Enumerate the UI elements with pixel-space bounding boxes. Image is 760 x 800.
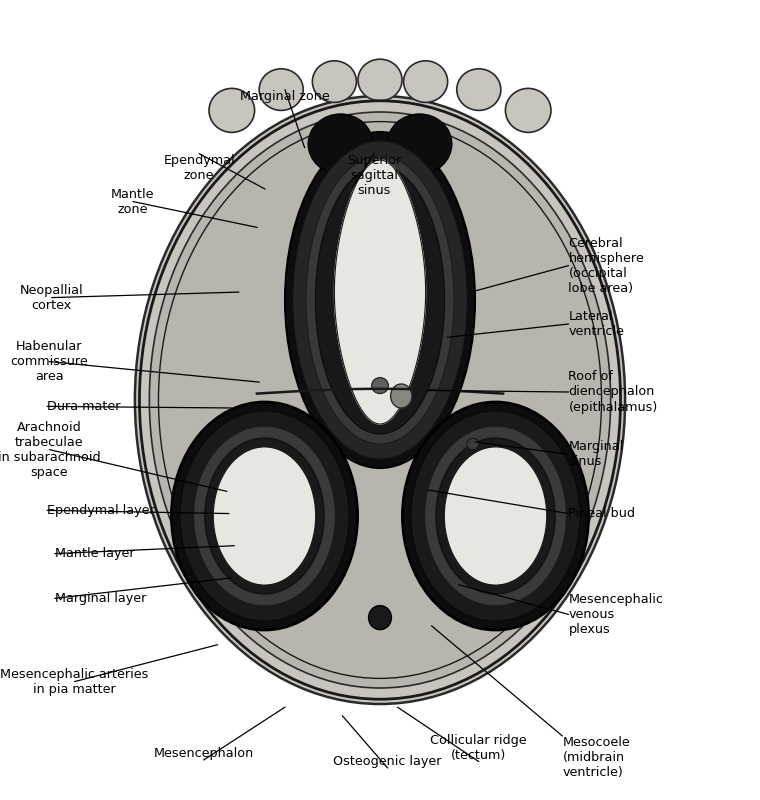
Text: Marginal layer: Marginal layer — [55, 592, 146, 605]
Text: Habenular
commissure
area: Habenular commissure area — [11, 340, 88, 383]
Ellipse shape — [436, 438, 555, 594]
Polygon shape — [334, 160, 426, 424]
Ellipse shape — [209, 88, 255, 133]
Text: Collicular ridge
(tectum): Collicular ridge (tectum) — [430, 734, 527, 762]
Text: Pineal bud: Pineal bud — [568, 507, 635, 520]
Text: Ependymal
zone: Ependymal zone — [163, 154, 235, 182]
Text: Roof of
diencephalon
(epithalamus): Roof of diencephalon (epithalamus) — [568, 370, 657, 414]
Ellipse shape — [505, 88, 551, 133]
Text: Marginal
sinus: Marginal sinus — [568, 440, 624, 468]
Ellipse shape — [358, 59, 402, 101]
Ellipse shape — [457, 69, 501, 110]
Text: Dura mater: Dura mater — [47, 400, 121, 413]
Text: Cerebral
hemisphere
(occipital
lobe area): Cerebral hemisphere (occipital lobe area… — [568, 237, 644, 294]
Ellipse shape — [266, 376, 494, 448]
Ellipse shape — [444, 446, 547, 586]
Ellipse shape — [404, 61, 448, 102]
Ellipse shape — [391, 384, 412, 408]
Ellipse shape — [424, 426, 567, 606]
Ellipse shape — [135, 96, 625, 704]
Text: Mantle layer: Mantle layer — [55, 547, 135, 560]
Ellipse shape — [467, 438, 479, 450]
Text: Mesencephalic arteries
in pia matter: Mesencephalic arteries in pia matter — [0, 667, 149, 695]
Text: Neopallial
cortex: Neopallial cortex — [20, 284, 84, 312]
Ellipse shape — [193, 426, 335, 606]
Text: Mantle
zone: Mantle zone — [111, 188, 155, 215]
Text: Mesencephalon: Mesencephalon — [154, 747, 254, 760]
Text: Mesencephalic
venous
plexus: Mesencephalic venous plexus — [568, 593, 663, 636]
Ellipse shape — [285, 132, 475, 468]
Ellipse shape — [403, 402, 588, 630]
Ellipse shape — [315, 166, 445, 434]
Text: Ependymal layer: Ependymal layer — [47, 504, 155, 517]
Text: Arachnoid
trabeculae
in subarachnoid
space: Arachnoid trabeculae in subarachnoid spa… — [0, 421, 101, 478]
Text: Osteogenic layer: Osteogenic layer — [334, 755, 442, 768]
Ellipse shape — [312, 61, 356, 102]
Text: Marginal zone: Marginal zone — [240, 90, 330, 102]
Text: Lateral
ventricle: Lateral ventricle — [568, 310, 625, 338]
Ellipse shape — [306, 156, 454, 444]
Ellipse shape — [410, 411, 581, 621]
Ellipse shape — [213, 446, 316, 586]
Ellipse shape — [372, 378, 388, 394]
Ellipse shape — [149, 112, 611, 688]
Ellipse shape — [171, 402, 357, 630]
Ellipse shape — [369, 606, 391, 630]
Ellipse shape — [309, 114, 373, 174]
Text: Mesocoele
(midbrain
ventricle): Mesocoele (midbrain ventricle) — [562, 736, 630, 779]
Ellipse shape — [293, 141, 467, 459]
Ellipse shape — [179, 411, 349, 621]
Ellipse shape — [204, 438, 324, 594]
Text: Superior
sagittal
sinus: Superior sagittal sinus — [347, 154, 401, 197]
Ellipse shape — [388, 114, 452, 174]
Ellipse shape — [259, 69, 303, 110]
